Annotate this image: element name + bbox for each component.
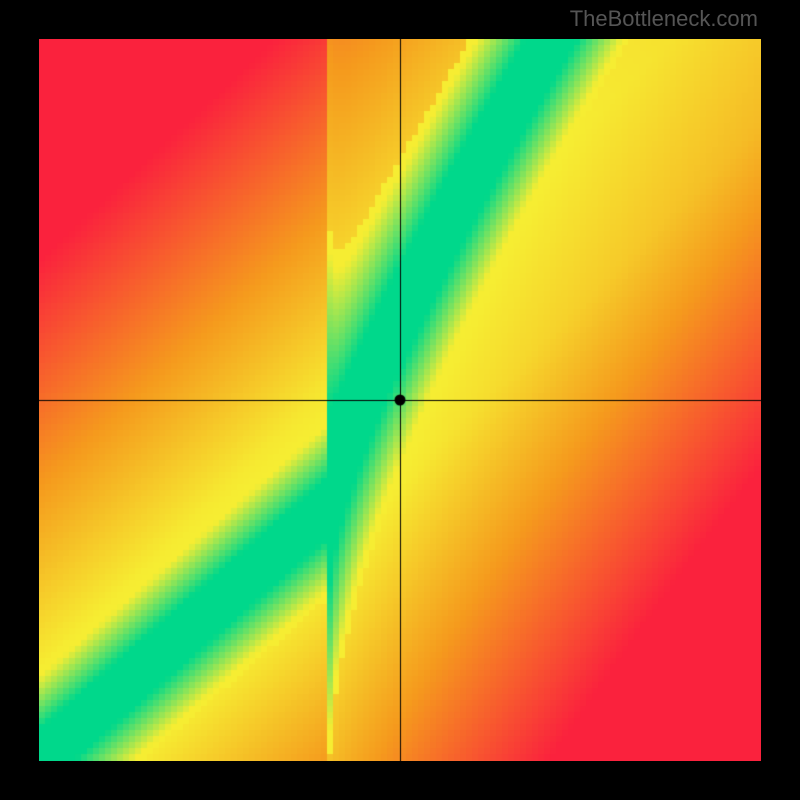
watermark-text: TheBottleneck.com xyxy=(570,6,758,32)
bottleneck-chart: TheBottleneck.com xyxy=(0,0,800,800)
heatmap-plot xyxy=(39,39,761,761)
heatmap-canvas xyxy=(39,39,761,761)
